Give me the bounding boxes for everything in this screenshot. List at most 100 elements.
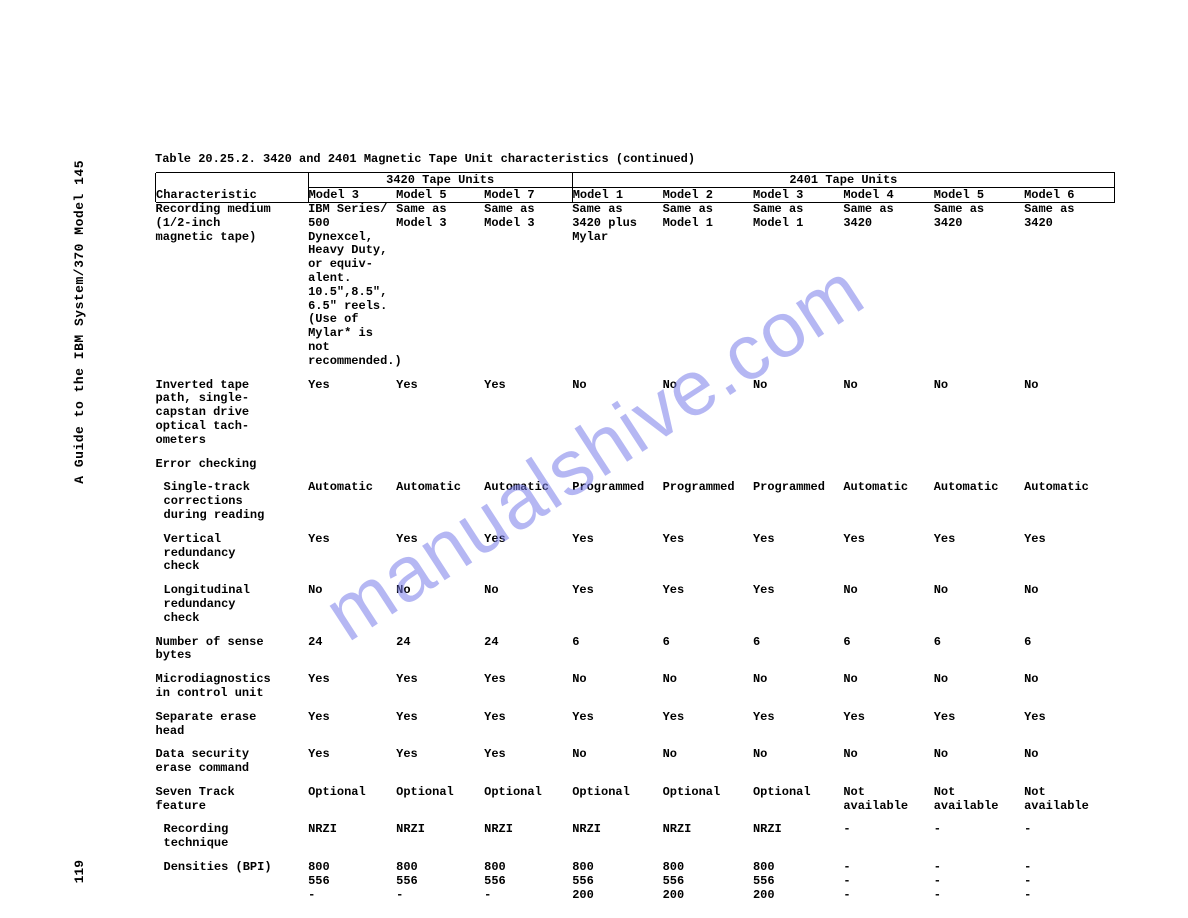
cell-value: Optional [753,786,843,800]
cell-value: Yes [934,533,1024,547]
cell-value: Yes [308,711,396,725]
row-label: Recording medium (1/2-inch magnetic tape… [156,203,309,244]
cell-value: Yes [572,584,662,598]
group-3420: 3420 Tape Units [308,173,572,187]
cell-value: NRZI [308,823,396,837]
cell-value: Yes [396,748,484,762]
cell-value: - - - [1024,861,1114,902]
cell-value: No [1024,673,1114,687]
cell-value: 800 556 200 [663,861,753,902]
cell-value: Same as 3420 plus Mylar [572,203,662,244]
cell-value: No [753,379,843,393]
cell-value: 6 [1024,636,1114,650]
cell-value: Yes [753,711,843,725]
col-header: Model 3 [753,188,843,202]
cell-value: Same as Model 1 [753,203,843,231]
table-group-header: 3420 Tape Units 2401 Tape Units [156,173,1115,187]
cell-value: 800 556 - [308,861,396,902]
cell-value: Yes [1024,711,1114,725]
cell-value: No [843,748,933,762]
cell-value: Programmed [663,481,753,495]
cell-value: Not available [934,786,1024,814]
cell-value: No [308,584,396,598]
cell-value: Yes [396,711,484,725]
cell-value: Automatic [484,481,572,495]
cell-value: No [1024,379,1114,393]
cell-value: Not available [843,786,933,814]
table-row: Seven Track featureOptionalOptionalOptio… [156,786,1115,814]
cell-value: Not available [1024,786,1114,814]
cell-value: No [396,584,484,598]
cell-value: Yes [663,584,753,598]
cell-value: Yes [934,711,1024,725]
col-header: Model 6 [1024,188,1114,202]
cell-value: No [934,379,1024,393]
row-label: Error checking [156,458,309,472]
cell-value: Yes [308,379,396,393]
row-label: Data security erase command [156,748,309,776]
table-row: Recording medium (1/2-inch magnetic tape… [156,203,1115,369]
cell-value: Yes [663,711,753,725]
cell-value: Same as 3420 [934,203,1024,231]
cell-value: Same as Model 3 [396,203,484,231]
cell-value: NRZI [484,823,572,837]
table-row: Separate erase headYesYesYesYesYesYesYes… [156,711,1115,739]
cell-value: No [1024,584,1114,598]
cell-value: No [572,673,662,687]
cell-value: 24 [308,636,396,650]
cell-value: Yes [396,379,484,393]
cell-value: Yes [572,533,662,547]
cell-value: Yes [484,533,572,547]
table-row: Vertical redundancy checkYesYesYesYesYes… [156,533,1115,574]
group-2401: 2401 Tape Units [572,173,1114,187]
row-label: Longitudinal redundancy check [164,584,309,625]
cell-value: No [663,379,753,393]
cell-value: Yes [484,748,572,762]
col-header: Model 2 [663,188,753,202]
cell-value: Yes [753,533,843,547]
cell-value: Optional [572,786,662,800]
cell-value: No [934,584,1024,598]
cell-value: - [843,823,933,837]
cell-value: Yes [308,748,396,762]
cell-value: Yes [396,533,484,547]
col-header: Model 5 [396,188,484,202]
cell-value: Automatic [308,481,396,495]
cell-value: - - - [934,861,1024,902]
cell-value: No [1024,748,1114,762]
col-header: Model 1 [572,188,662,202]
cell-value: Yes [663,533,753,547]
cell-value: Yes [396,673,484,687]
row-label: Inverted tape path, single- capstan driv… [156,379,309,448]
cell-value: Same as Model 3 [484,203,572,231]
cell-value: Yes [484,673,572,687]
cell-value: - - - [843,861,933,902]
cell-value: Same as 3420 [843,203,933,231]
row-label: Single-track corrections during reading [164,481,309,522]
cell-value: Yes [843,533,933,547]
cell-value: Automatic [934,481,1024,495]
cell-value: No [843,379,933,393]
cell-value: Yes [753,584,843,598]
cell-value: 6 [572,636,662,650]
row-label: Recording technique [164,823,309,851]
cell-value: 800 556 - [484,861,572,902]
table-row: Densities (BPI)800 556 -800 556 -800 556… [156,861,1115,902]
cell-value: 6 [934,636,1024,650]
cell-value: No [843,584,933,598]
cell-value: Optional [484,786,572,800]
cell-value: Yes [1024,533,1114,547]
cell-value: Same as 3420 [1024,203,1114,231]
table-row: Recording techniqueNRZINRZINRZINRZINRZIN… [156,823,1115,851]
cell-value: No [484,584,572,598]
cell-value: Yes [484,711,572,725]
col-header: Model 4 [843,188,933,202]
cell-value: No [934,748,1024,762]
cell-value: IBM Series/ 500 Dynexcel, Heavy Duty, or… [308,203,396,369]
table-row: Number of sense bytes242424666666 [156,636,1115,664]
table-row: Longitudinal redundancy checkNoNoNoYesYe… [156,584,1115,625]
cell-value: Optional [663,786,753,800]
cell-value: No [572,748,662,762]
cell-value: 800 556 200 [572,861,662,902]
spec-table: 3420 Tape Units 2401 Tape Units Characte… [155,172,1115,912]
